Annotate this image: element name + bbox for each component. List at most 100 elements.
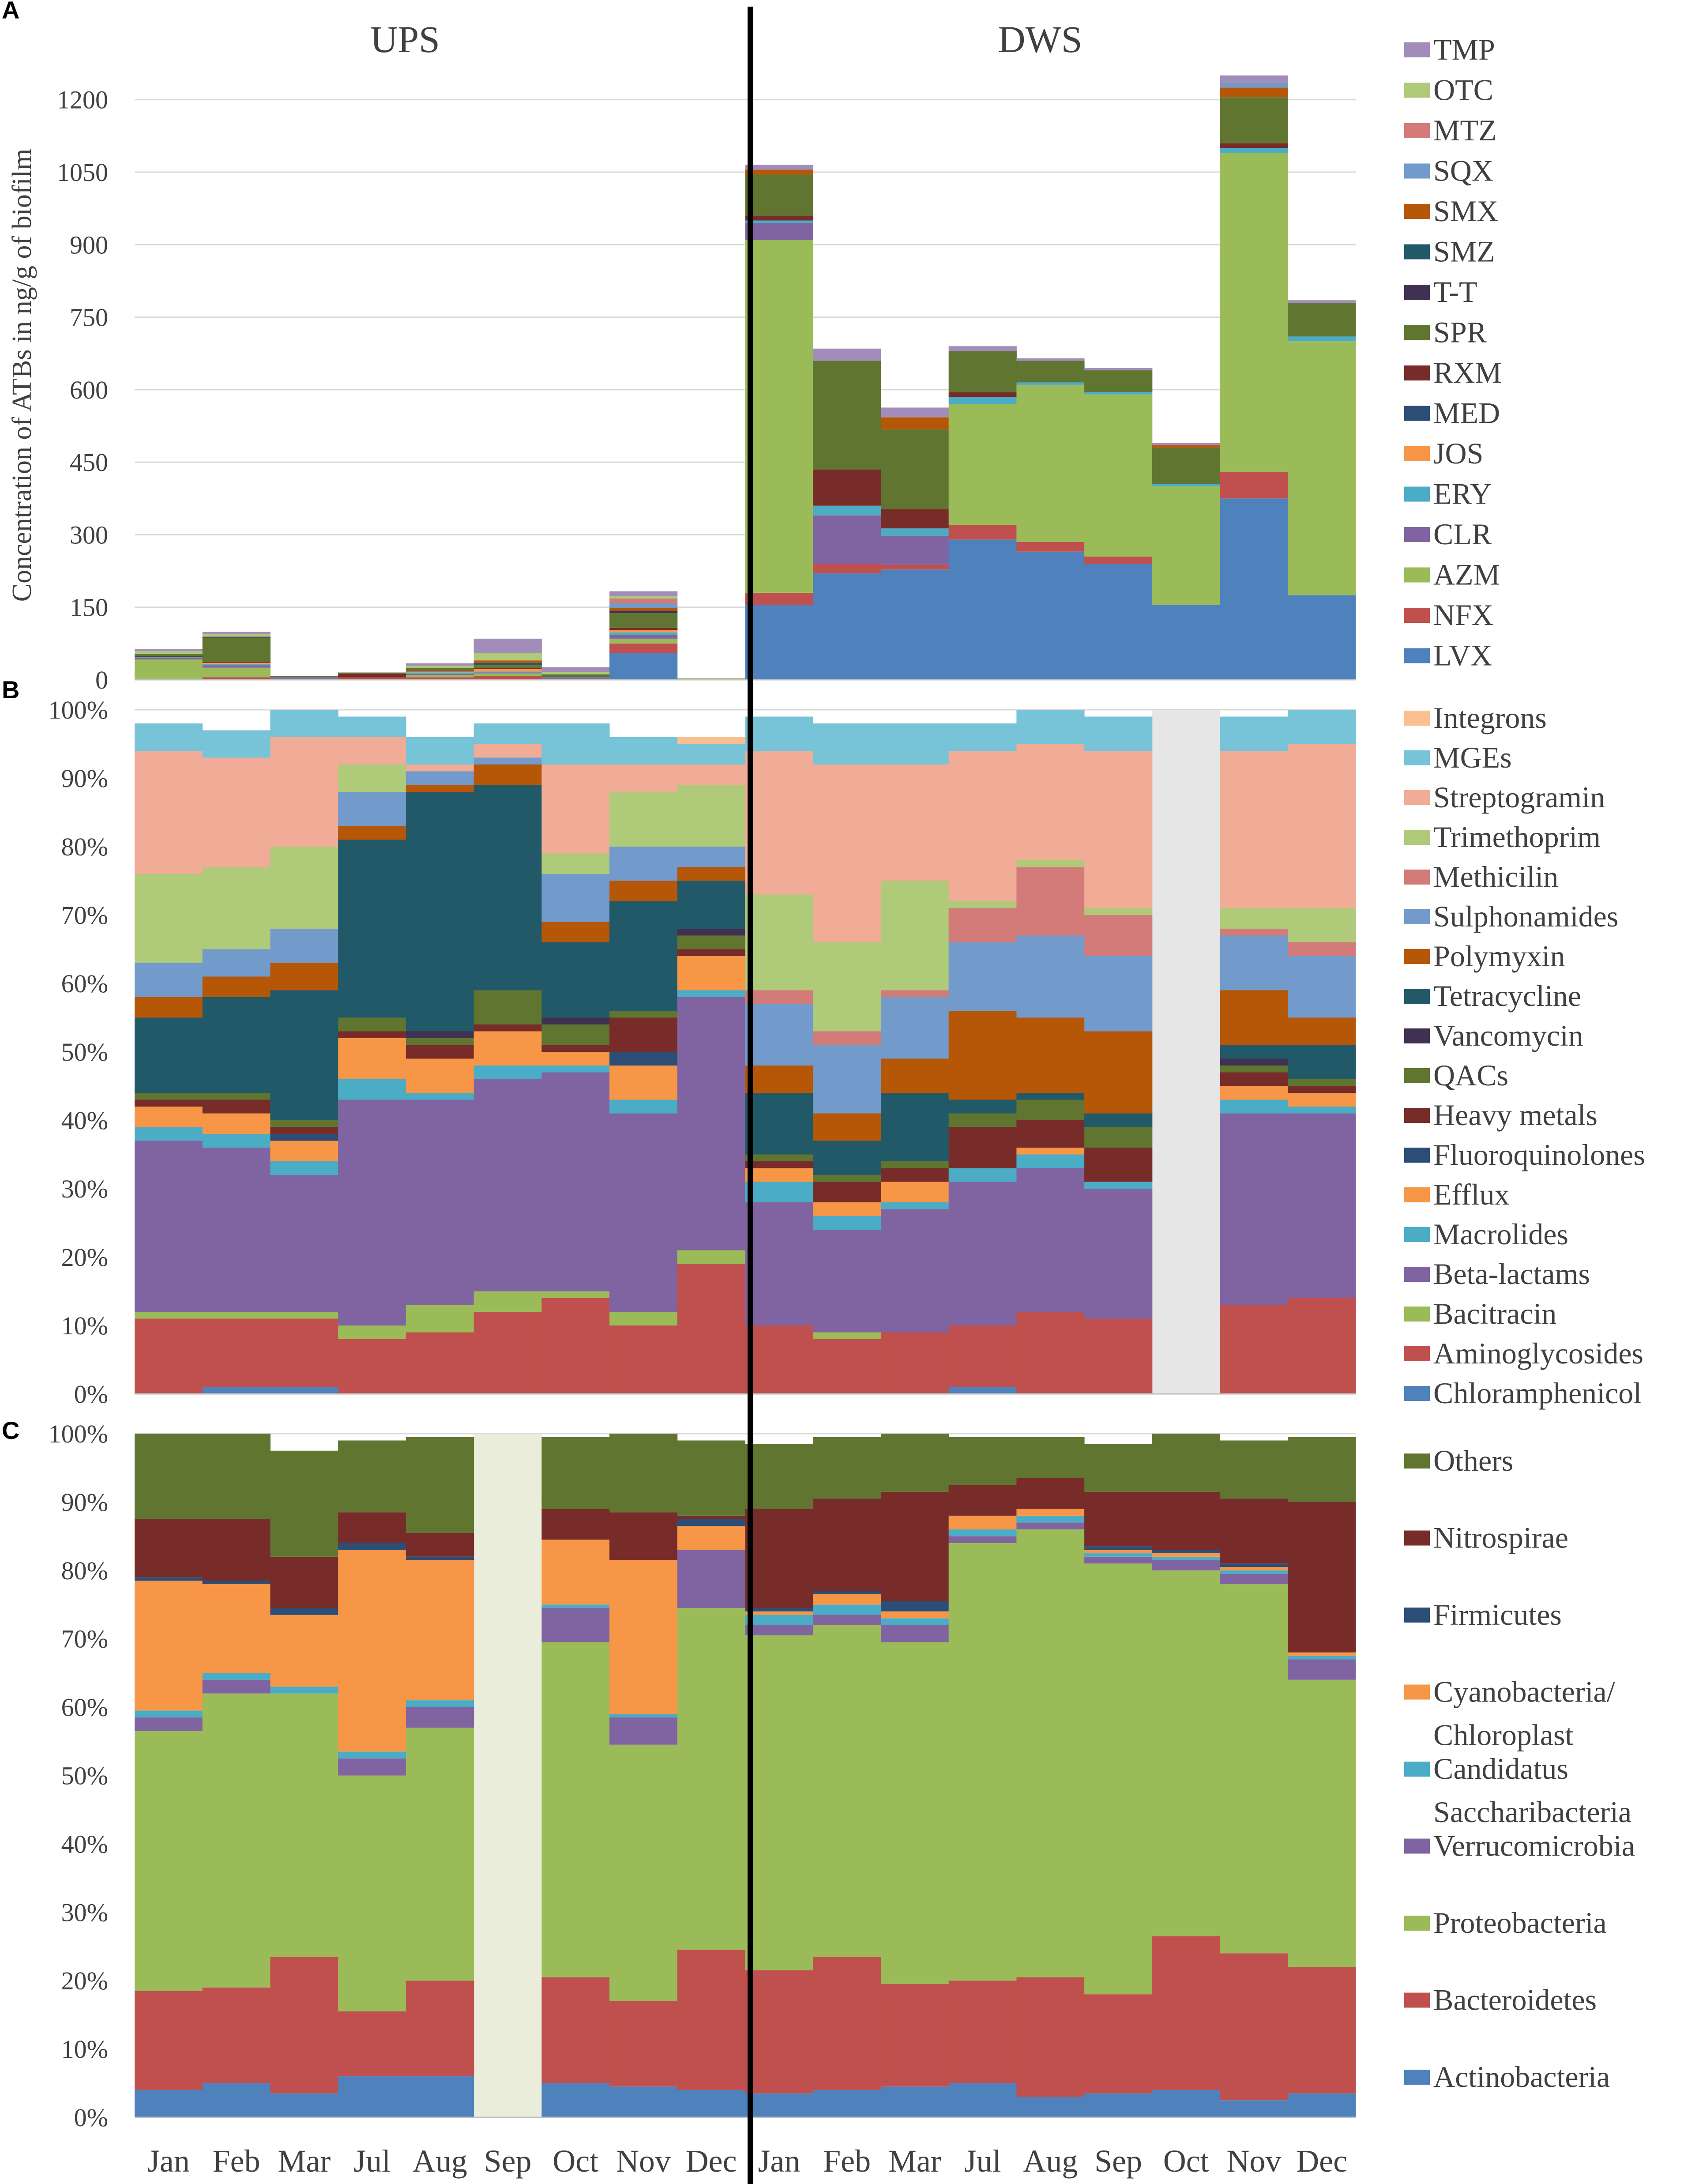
panel-a-legend-swatch-mtz [1404, 123, 1430, 138]
panel-b-bar-sulphonamides-feb [813, 1045, 881, 1114]
panel-c-legend-label-verrucomicrobia: Verrucomicrobia [1433, 1829, 1635, 1863]
x-tick-label-mar-2: Mar [278, 2143, 331, 2179]
panel-b-legend-label-polymyxin: Polymyxin [1433, 939, 1565, 973]
panel-b-bar-trimethoprim-dec [1288, 908, 1356, 942]
panel-b-bar-sulphonamides-mar [270, 929, 338, 963]
panel-a-legend-label-mtz: MTZ [1433, 113, 1497, 147]
panel-a-legend-label-tmp: TMP [1433, 33, 1495, 66]
panel-a-bar-lvx-sep [1084, 564, 1153, 680]
panel-b-y-tick-label: 10% [61, 1311, 108, 1340]
panel-b-bar-polymyxin-jul [948, 1011, 1017, 1100]
panel-a-bar-spr-feb [813, 361, 881, 470]
panel-a-bar-tmp-oct [541, 667, 610, 672]
panel-a-bar-clr-mar [270, 678, 338, 679]
panel-c-legend-label-nitrospirae: Nitrospirae [1433, 1521, 1568, 1555]
panel-a-bar-tmp-feb [202, 632, 271, 635]
panel-a-bar-azm-dec [1288, 341, 1356, 595]
panel-c-bar-bacteroidetes-feb [813, 1956, 881, 2090]
panel-b-bar-qacs-sep [474, 990, 542, 1024]
panel-b-bar-chloramphenicol-mar [270, 1387, 338, 1394]
panel-b-bar-streptogramin-jan [135, 751, 203, 874]
panel-b-legend-label-integrons: Integrons [1433, 701, 1547, 734]
panel-a-bar-azm-jul [948, 404, 1017, 525]
panel-b-legend-swatch-vancomycin [1404, 1028, 1430, 1043]
panel-c-bar-candidatus-saccharibacteria-nov [609, 1714, 678, 1717]
panel-b-bar-macrolides-nov [1220, 1100, 1288, 1114]
panel-b-legend-label-bacitracin: Bacitracin [1433, 1297, 1556, 1330]
panel-b-bar-efflux-feb [202, 1113, 271, 1134]
panel-b-bar-polymyxin-oct [541, 922, 610, 942]
panel-c-bar-cyanobacteria-chloroplast-nov [1220, 1567, 1288, 1570]
panel-c-bar-actinobacteria-nov [609, 2086, 678, 2117]
panel-a-bar-jos-nov [609, 630, 678, 633]
panel-b-bar-mges-jul [338, 716, 406, 737]
panel-c-bar-actinobacteria-jul [338, 2076, 406, 2117]
panel-b-legend-label-fluoroquinolones: Fluoroquinolones [1433, 1138, 1645, 1171]
panel-a-bar-azm-aug [406, 675, 474, 678]
panel-c-bar-bacteroidetes-jan [135, 1991, 203, 2090]
panel-b-bar-heavy-metals-oct [541, 1045, 610, 1052]
panel-c-bar-proteobacteria-dec [677, 1608, 745, 1950]
panel-b-bar-sulphonamides-dec [677, 847, 745, 867]
panel-c-bar-actinobacteria-dec [677, 2090, 745, 2117]
panel-a-legend-label-rxm: RXM [1433, 356, 1502, 389]
panel-a-legend-label-ery: ERY [1433, 477, 1492, 511]
x-tick-label-jan-9: Jan [758, 2143, 800, 2179]
panel-a-legend-label-sqx: SQX [1433, 154, 1493, 188]
panel-b-bar-polymyxin-mar [270, 963, 338, 990]
panel-c-bar-proteobacteria-jul [948, 1543, 1017, 1981]
panel-c-bar-others-oct [541, 1437, 610, 1509]
panel-b-bar-beta-lactams-aug [406, 1100, 474, 1305]
panel-b-bar-polymyxin-aug [1016, 1017, 1085, 1093]
panel-b-bar-heavy-metals-feb [202, 1100, 271, 1114]
panel-b-bar-beta-lactams-jan [745, 1202, 813, 1325]
panel-b-bar-polymyxin-jul [338, 826, 406, 840]
panel-b-bar-polymyxin-dec [677, 867, 745, 881]
panel-a-legend-swatch-spr [1404, 325, 1430, 340]
x-tick-label-nov-16: Nov [1226, 2143, 1281, 2179]
panel-b-bar-tetracycline-aug [406, 792, 474, 1032]
panel-c-bar-verrucomicrobia-feb [202, 1679, 271, 1694]
panel-a-legend-label-t-t: T-T [1433, 275, 1477, 309]
panel-b-bar-bacitracin-feb [202, 1312, 271, 1319]
panel-b-legend-label-trimethoprim: Trimethoprim [1433, 820, 1601, 854]
panel-c-legend-label-actinobacteria: Actinobacteria [1433, 2060, 1610, 2094]
panel-a-legend-swatch-tmp [1404, 42, 1430, 57]
panel-b-bar-efflux-jul [338, 1038, 406, 1079]
panel-b-bar-methicilin-dec [1288, 942, 1356, 956]
panel-b-bar-qacs-feb [813, 1175, 881, 1182]
panel-letter-c: C [2, 1416, 19, 1444]
panel-c-bar-nitrospirae-jul [338, 1512, 406, 1543]
panel-b-bar-efflux-nov [609, 1066, 678, 1100]
panel-a-bar-ery-sep [474, 671, 542, 673]
panel-b-bar-heavy-metals-nov [609, 1017, 678, 1052]
panel-b-bar-qacs-feb [202, 1093, 271, 1100]
panel-c-bar-proteobacteria-jan [135, 1731, 203, 1991]
panel-b-bar-methicilin-jul [948, 908, 1017, 942]
panel-b-bar-qacs-dec [677, 935, 745, 949]
panel-c-bar-proteobacteria-sep [1084, 1563, 1153, 1995]
panel-c-y-tick-label: 40% [61, 1830, 108, 1858]
panel-b-bar-methicilin-aug [1016, 867, 1085, 936]
panel-a-bar-spr-mar [880, 429, 949, 509]
panel-a-y-tick-label: 1200 [57, 86, 108, 114]
panel-b-bar-qacs-nov [609, 1011, 678, 1018]
panel-b-bar-tetracycline-sep [474, 785, 542, 990]
panel-b-bar-qacs-aug [406, 1038, 474, 1045]
panel-b-bar-mges-sep [474, 723, 542, 744]
panel-c-bar-actinobacteria-jan [745, 2093, 813, 2117]
panel-b-bar-macrolides-feb [813, 1216, 881, 1230]
panel-b-bar-bacitracin-dec [677, 1250, 745, 1264]
panel-a-bar-lvx-mar [880, 569, 949, 680]
panel-c-bar-verrucomicrobia-oct [1152, 1560, 1221, 1570]
panel-b-bar-efflux-mar [880, 1182, 949, 1202]
panel-a-y-tick-label: 750 [70, 303, 108, 332]
panel-c-bar-verrucomicrobia-feb [813, 1615, 881, 1625]
panel-b-legend-label-chloramphenicol: Chloramphenicol [1433, 1376, 1642, 1410]
panel-c-bar-nitrospirae-feb [813, 1499, 881, 1591]
panel-b-legend-label-sulphonamides: Sulphonamides [1433, 900, 1618, 933]
panel-a-bar-rxm-jan [135, 656, 203, 657]
panel-b-bar-streptogramin-dec [1288, 744, 1356, 908]
panel-c-bar-bacteroidetes-dec [677, 1950, 745, 2090]
panel-b-bar-polymyxin-dec [1288, 1017, 1356, 1045]
